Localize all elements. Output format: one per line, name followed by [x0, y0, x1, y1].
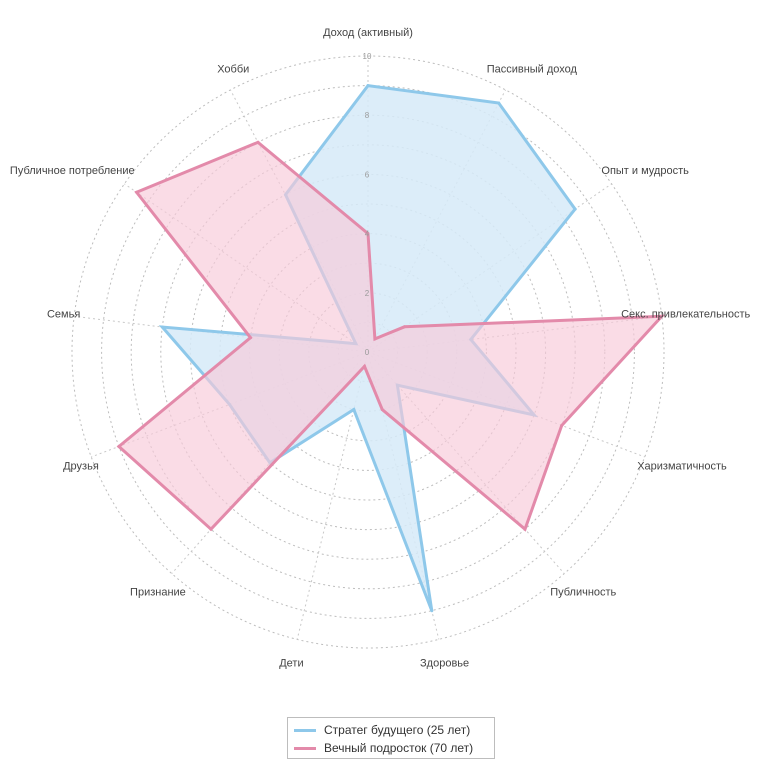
data-point-1-8 [209, 527, 213, 531]
data-point-0-7 [352, 408, 356, 411]
axis-label-12: Хобби [217, 64, 249, 76]
data-point-1-10 [249, 336, 252, 340]
legend-swatch-teenager [294, 746, 316, 750]
axis-label-8: Признание [130, 587, 186, 599]
grid-spoke [74, 315, 369, 353]
data-point-1-5 [523, 527, 527, 531]
axis-label-7: Дети [279, 658, 303, 670]
legend-item-teenager: Вечный подросток (70 лет) [294, 739, 488, 757]
axis-label-6: Здоровье [420, 658, 469, 670]
legend-swatch-strategist [294, 728, 316, 732]
data-point-0-1 [497, 101, 501, 105]
data-point-1-6 [380, 408, 384, 411]
grid-spoke [367, 351, 565, 574]
data-point-1-3 [660, 314, 664, 318]
legend-label-strategist: Стратег будущего (25 лет) [324, 723, 471, 737]
data-point-1-12 [256, 140, 260, 144]
data-point-1-2 [403, 325, 406, 329]
grid-spoke [296, 351, 369, 640]
axis-label-5: Публичность [550, 587, 616, 599]
grid-spoke [367, 351, 645, 458]
legend: Стратег будущего (25 лет) Вечный подрост… [287, 717, 495, 759]
tick-label: 8 [365, 111, 370, 120]
data-point-1-11 [135, 190, 139, 194]
legend-label-teenager: Вечный подросток (70 лет) [324, 741, 474, 755]
data-point-1-0 [366, 232, 370, 236]
axis-label-2: Опыт и мудрость [601, 165, 689, 177]
legend-item-strategist: Стратег будущего (25 лет) [294, 721, 488, 739]
tick-label: 10 [363, 52, 372, 61]
data-point-0-2 [573, 207, 577, 211]
data-point-0-6 [430, 609, 434, 613]
grid-spoke [171, 351, 369, 574]
tick-label: 0 [365, 348, 370, 357]
axis-label-1: Пассивный доход [487, 64, 578, 76]
data-point-1-1 [373, 337, 377, 341]
axis-label-4: Харизматичность [637, 461, 727, 473]
series-area-1 [116, 140, 666, 532]
data-point-1-4 [560, 424, 564, 427]
axis-label-11: Публичное потребление [10, 165, 135, 177]
data-point-1-7 [363, 364, 366, 368]
axis-label-10: Семья [47, 308, 80, 320]
data-point-1-9 [117, 445, 121, 448]
tick-label: 6 [365, 170, 370, 179]
axis-label-0: Доход (активный) [323, 27, 413, 39]
axis-label-3: Секс. привлекательность [621, 308, 750, 320]
grid-ring [71, 55, 665, 649]
data-point-0-0 [366, 84, 370, 88]
axis-label-9: Друзья [63, 461, 99, 473]
data-point-0-10 [160, 325, 164, 329]
grid-spoke [229, 89, 369, 353]
grid-ring [101, 85, 635, 619]
tick-label: 2 [365, 289, 370, 298]
tick-label: 4 [365, 230, 370, 239]
